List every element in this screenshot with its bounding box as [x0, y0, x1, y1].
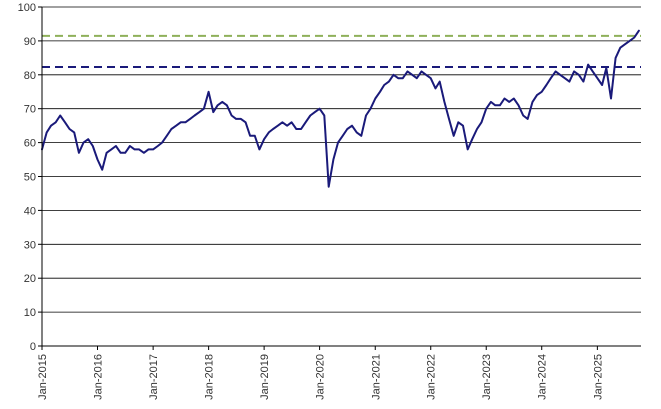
- y-tick-label-100: 100: [18, 2, 36, 14]
- y-tick-label-20: 20: [24, 273, 36, 285]
- y-tick-label-70: 70: [24, 104, 36, 116]
- x-tick-label-2015: Jan-2015: [37, 354, 49, 400]
- y-tick-label-30: 30: [24, 239, 36, 251]
- y-tick-label-50: 50: [24, 172, 36, 184]
- x-tick-label-2021: Jan-2021: [370, 354, 382, 400]
- series-line-1: [41, 29, 640, 188]
- x-tick-label-2023: Jan-2023: [481, 354, 493, 400]
- x-tick-labels: Jan-2015 Jan-2016 Jan-2017 Jan-2018 Jan-2019…: [37, 354, 604, 400]
- x-tick-label-2016: Jan-2016: [92, 354, 104, 400]
- x-tick-label-2020: Jan-2020: [315, 354, 327, 400]
- y-tick-label-80: 80: [24, 70, 36, 82]
- x-tick-label-2019: Jan-2019: [259, 354, 271, 400]
- y-tick-label-0: 0: [30, 341, 36, 353]
- reference-lines: [42, 34, 641, 69]
- x-tick-label-2022: Jan-2022: [426, 354, 438, 400]
- series-group: [41, 29, 640, 188]
- y-tick-label-40: 40: [24, 205, 36, 217]
- y-tick-labels: 0 10 20 30 40 50 60 70 80 90 100: [18, 2, 36, 353]
- x-tick-label-2025: Jan-2025: [592, 354, 604, 400]
- x-tick-label-2024: Jan-2024: [537, 354, 549, 400]
- y-tick-label-10: 10: [24, 307, 36, 319]
- x-tick-label-2018: Jan-2018: [204, 354, 216, 400]
- gridlines: [42, 6, 641, 313]
- axes: [38, 6, 641, 350]
- x-tick-label-2017: Jan-2017: [148, 354, 160, 400]
- y-tick-label-90: 90: [24, 36, 36, 48]
- y-tick-label-60: 60: [24, 138, 36, 150]
